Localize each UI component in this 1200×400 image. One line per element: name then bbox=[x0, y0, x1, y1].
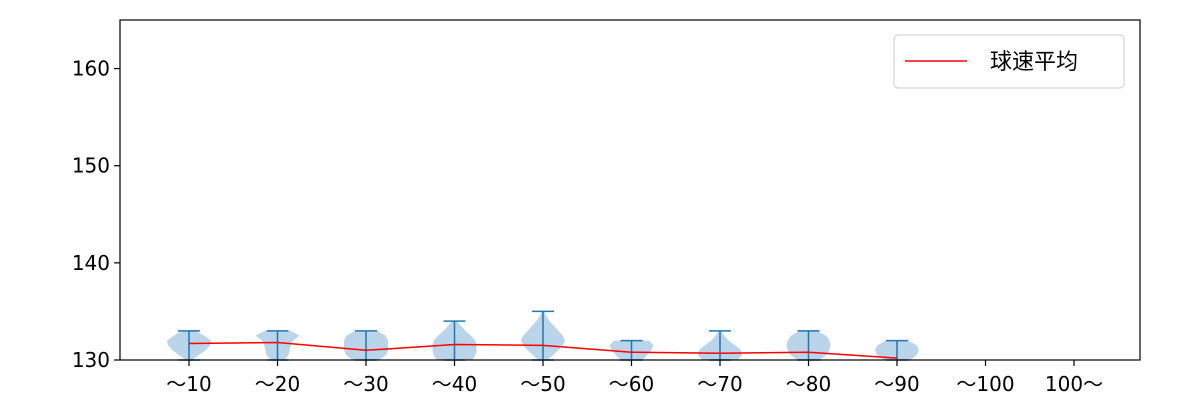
mean-line-group bbox=[188, 341, 898, 359]
plot-frame bbox=[119, 19, 1141, 361]
x-tick-label: 〜90 bbox=[874, 372, 919, 396]
x-tick-label: 〜100 bbox=[956, 372, 1014, 396]
x-tick-label: 〜60 bbox=[609, 372, 654, 396]
x-tick-label: 〜10 bbox=[166, 372, 211, 396]
x-tick-label: 100〜 bbox=[1045, 372, 1103, 396]
x-tick-label: 〜80 bbox=[786, 372, 831, 396]
y-axis: 130 140 150 160 bbox=[72, 57, 120, 372]
y-tick-label: 140 bbox=[72, 251, 110, 275]
x-axis: 〜10 〜20 〜30 〜40 〜50 〜60 〜70 〜80 〜90 〜100 100〜 bbox=[166, 360, 1103, 396]
legend-box bbox=[893, 34, 1125, 89]
x-tick-label: 〜50 bbox=[520, 372, 565, 396]
y-tick-label: 130 bbox=[72, 348, 110, 372]
x-tick-label: 〜30 bbox=[343, 372, 388, 396]
violin-3 bbox=[344, 330, 388, 361]
violin-8 bbox=[786, 330, 831, 361]
y-tick-label: 160 bbox=[72, 57, 110, 81]
legend: 球速平均 bbox=[893, 34, 1125, 89]
mean-speed-line bbox=[188, 341, 898, 359]
x-tick-label: 〜40 bbox=[432, 372, 477, 396]
y-tick-label: 150 bbox=[72, 154, 110, 178]
violin-1 bbox=[167, 330, 211, 361]
x-tick-label: 〜20 bbox=[255, 372, 300, 396]
x-tick-label: 〜70 bbox=[697, 372, 742, 396]
legend-label: 球速平均 bbox=[990, 50, 1078, 75]
